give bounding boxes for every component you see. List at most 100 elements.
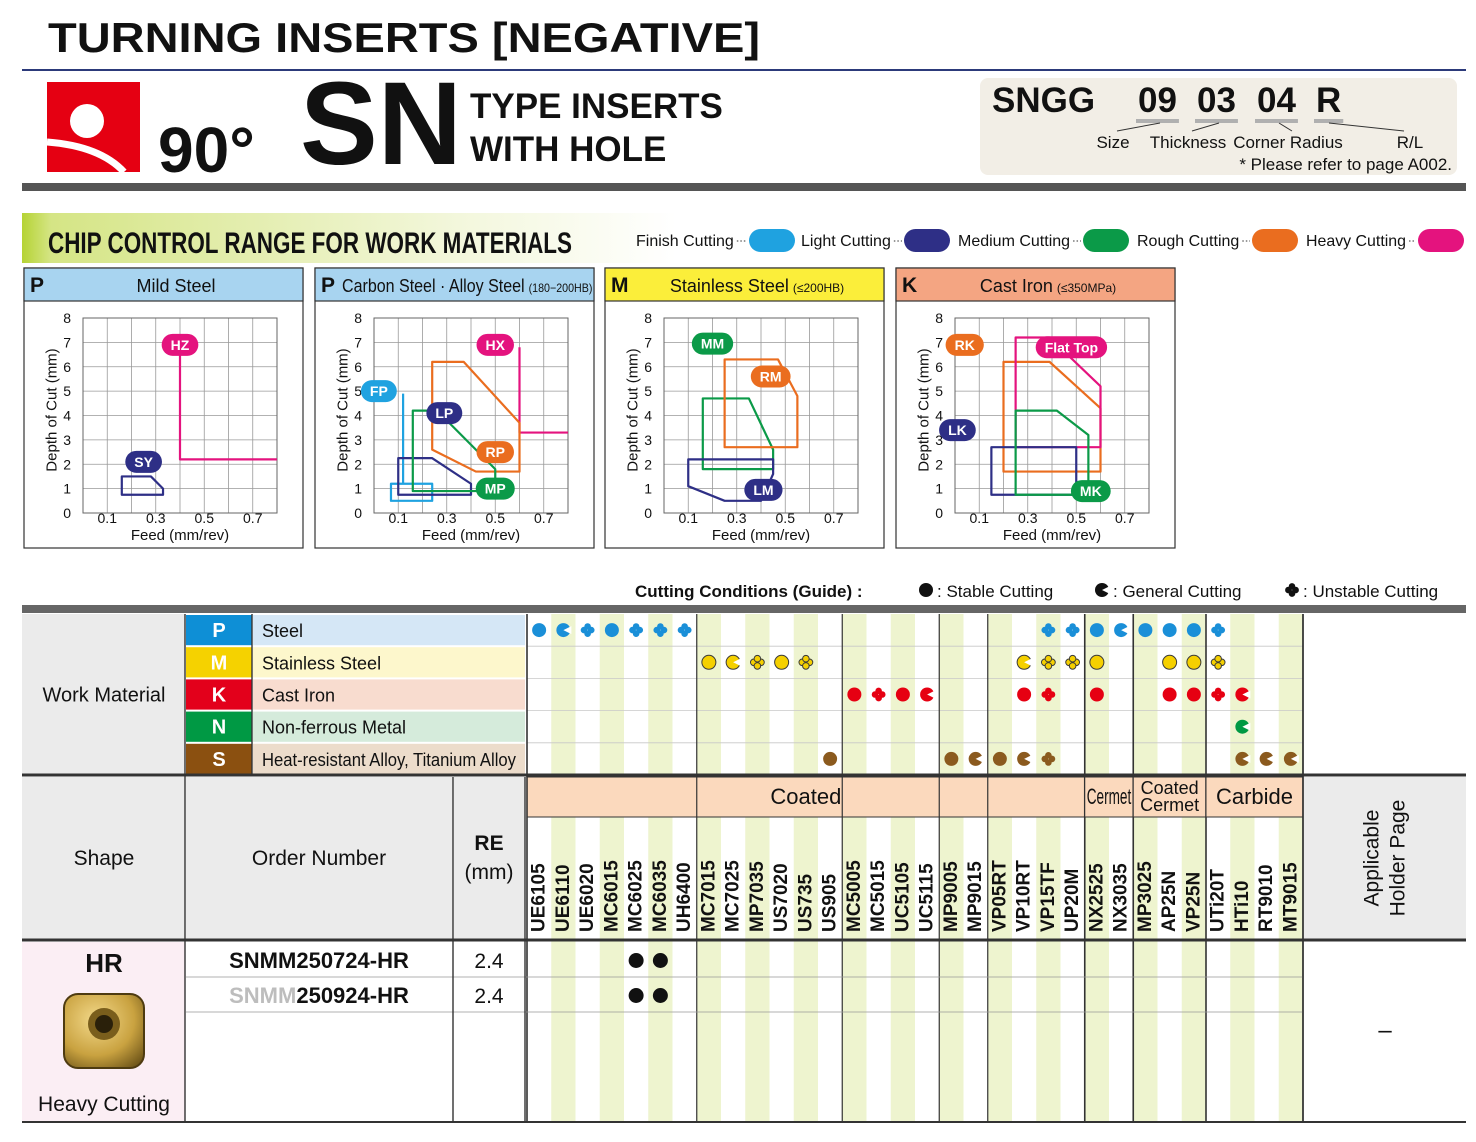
symbol-unstable-lobe <box>1044 654 1053 663</box>
symbol-stable <box>1138 623 1153 638</box>
logo-dot <box>70 104 104 138</box>
grade-stripe <box>599 614 624 1122</box>
material-name-cell <box>253 743 525 774</box>
order-prefix: SNMM <box>229 983 296 1008</box>
application: Heavy Cutting <box>38 1093 170 1116</box>
region-label: RK <box>955 337 975 353</box>
designation-label: Size <box>1096 133 1129 152</box>
chart-letter: K <box>902 274 917 297</box>
y-tick-label: 0 <box>935 505 943 521</box>
condition-symbol <box>1114 623 1130 638</box>
condition-symbol <box>629 623 644 637</box>
grade-name: VP15TF <box>1038 862 1059 932</box>
region-label: RM <box>760 369 782 385</box>
material-letter: K <box>212 685 227 707</box>
legend-swatch <box>1418 229 1464 252</box>
symbol-stable <box>1089 623 1104 638</box>
material-name-cell <box>253 647 525 678</box>
order-suffix: 250724-HR <box>296 948 409 973</box>
condition-symbol <box>1065 623 1080 637</box>
condition-symbol <box>871 687 886 702</box>
condition-symbol <box>1210 654 1226 670</box>
condition-symbol <box>1089 654 1105 670</box>
grade-name: UTi20T <box>1208 869 1229 932</box>
conditions-title: Cutting Conditions (Guide) : <box>635 582 863 601</box>
plot-frame <box>82 317 278 514</box>
grade-group-label: Coated <box>770 784 841 809</box>
grade-name: MT9015 <box>1280 862 1301 932</box>
grade-name: MP7035 <box>747 861 768 932</box>
condition-symbol <box>556 623 572 638</box>
region-label-bg <box>691 332 734 355</box>
symbol-unstable-lobe <box>1214 694 1222 702</box>
y-tick-label: 8 <box>935 310 943 326</box>
symbol-stable <box>823 751 838 766</box>
symbol-unstable-lobe <box>632 623 640 630</box>
x-tick-label: 0.5 <box>776 510 796 526</box>
condition-symbol <box>653 623 668 637</box>
y-tick-label: 8 <box>354 310 362 326</box>
legend-label: Light Cutting <box>801 233 891 250</box>
y-tick-label: 1 <box>935 481 943 497</box>
shape-header: Shape <box>74 847 135 870</box>
symbol-unstable-lobe <box>1045 694 1052 702</box>
grade-name: MC6025 <box>626 860 647 932</box>
y-tick-label: 7 <box>644 334 652 350</box>
x-tick-label: 0.5 <box>195 510 215 526</box>
plot-frame <box>663 317 859 514</box>
symbol-unstable-lobe <box>1045 759 1052 766</box>
symbol-notch <box>1121 626 1130 635</box>
designation-part: 04 <box>1257 81 1296 120</box>
condition-symbol <box>1095 583 1110 597</box>
holder-header-cell <box>1304 777 1466 939</box>
designation-link <box>1328 122 1405 132</box>
symbol-notch <box>733 658 742 667</box>
symbol-stable <box>1162 687 1177 702</box>
type-line: WITH HOLE <box>470 130 666 169</box>
region-label-bg <box>476 441 514 464</box>
y-tick-label: 3 <box>935 432 943 448</box>
condition-symbol <box>774 654 790 670</box>
grade-name: UC5115 <box>917 863 938 932</box>
condition-symbol <box>677 623 692 637</box>
symbol-unstable-lobe <box>1045 630 1052 637</box>
region-label: MK <box>1080 483 1102 499</box>
x-tick-label: 0.7 <box>243 510 263 526</box>
y-tick-label: 4 <box>644 408 652 424</box>
x-tick-label: 0.7 <box>1115 510 1135 526</box>
symbol-unstable-lobe <box>681 623 688 630</box>
symbol-unstable-lobe <box>1045 687 1052 695</box>
grade-name: MP9015 <box>965 861 986 932</box>
header-bar <box>22 183 1466 191</box>
region-label: HZ <box>171 337 190 353</box>
symbol-unstable-lobe <box>1214 662 1222 670</box>
symbol-stable <box>701 654 717 670</box>
y-tick-label: 4 <box>354 408 362 424</box>
grade-name: MC5005 <box>844 860 865 932</box>
y-tick-label: 6 <box>935 359 943 375</box>
y-tick-label: 7 <box>354 334 362 350</box>
y-tick-label: 5 <box>354 383 362 399</box>
region-label: Flat Top <box>1045 339 1098 355</box>
holder-page: – <box>1378 1017 1392 1044</box>
y-tick-label: 8 <box>644 310 652 326</box>
chart-header <box>23 267 304 302</box>
region-label-bg <box>426 402 463 425</box>
symbol-notch <box>975 754 984 763</box>
symbol-stable <box>604 623 619 638</box>
re-value: 2.4 <box>474 950 504 973</box>
legend-label: Rough Cutting <box>1137 233 1239 250</box>
condition-symbol <box>1041 752 1056 766</box>
y-tick-label: 3 <box>63 432 71 448</box>
symbol-notch <box>1024 754 1033 763</box>
grade-group-cell <box>1205 776 1304 818</box>
symbol-unstable-lobe <box>681 630 688 637</box>
y-tick-label: 2 <box>354 456 362 472</box>
designation-label: Corner Radius <box>1233 133 1343 152</box>
y-tick-label: 3 <box>644 432 652 448</box>
condition-symbol <box>1235 687 1251 702</box>
chip-region <box>389 393 434 502</box>
symbol-notch <box>1242 754 1251 763</box>
condition-symbol <box>1235 751 1251 766</box>
